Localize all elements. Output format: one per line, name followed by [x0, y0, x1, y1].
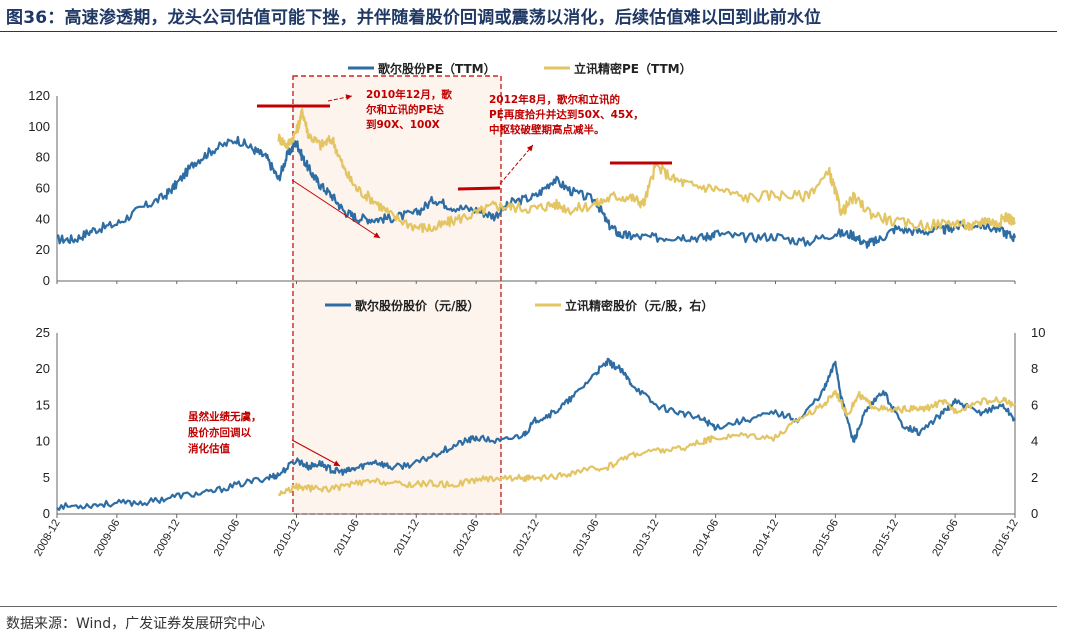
anno3-line3: 消化估值 [188, 442, 230, 455]
series-goer-pe-line [56, 135, 1017, 249]
arrow-pe-decline [291, 179, 381, 239]
x-ticks: 2008-12 2009-06 2009-12 2010-06 2010-12 2011-… [32, 281, 1021, 558]
bottom-left-y-tick-label: 5 [43, 470, 50, 485]
series-layer [56, 108, 1017, 511]
arrow-to-anno1 [327, 94, 353, 102]
x-tick-label: 2016-12 [990, 518, 1021, 559]
x-tick-label: 2012-06 [451, 518, 482, 559]
x-tick-label: 2016-06 [930, 518, 961, 559]
peak-marker-2012 [457, 186, 501, 191]
top-legend: 歌尔股份PE（TTM） 立讯精密PE（TTM） [348, 61, 692, 76]
annotation-2010: 2010年12月，歌 尔和立讯的PE达 到90X、100X [365, 88, 452, 131]
source-rule [0, 606, 1057, 607]
arrow-price-pullback [291, 439, 341, 467]
anno3-line2: 股价亦回调以 [188, 426, 251, 439]
legend-goer-pe: 歌尔股份PE（TTM） [378, 61, 496, 76]
x-tick-label: 2009-12 [152, 518, 183, 559]
bottom-y-ticks: 0 5 10 15 20 25 0 2 4 6 8 10 [36, 325, 1046, 521]
bottom-legend: 歌尔股份股价（元/股） 立讯精密股价（元/股，右） [325, 298, 713, 313]
bottom-right-y-tick-label: 8 [1031, 361, 1038, 376]
source-note: 数据来源：Wind，广发证券发展研究中心 [6, 616, 266, 632]
bottom-right-y-tick-label: 10 [1031, 325, 1045, 340]
anno2-line1: 2012年8月，歌尔和立讯的 [489, 93, 620, 106]
top-y-tick-label: 20 [36, 242, 50, 257]
x-tick-label: 2011-06 [332, 518, 362, 558]
top-y-tick-label: 0 [43, 273, 50, 288]
x-tick-label: 2014-12 [751, 518, 782, 559]
anno1-line3: 到90X、100X [366, 118, 440, 131]
x-tick-label: 2015-06 [810, 518, 841, 559]
top-y-tick-label: 120 [28, 88, 50, 103]
x-tick-label: 2013-06 [571, 518, 602, 559]
bottom-right-y-tick-label: 0 [1031, 506, 1038, 521]
page-title: 图36：高速渗透期，龙头公司估值可能下挫，并伴随着股价回调或震荡以消化，后续估值… [6, 8, 822, 28]
top-y-tick-label: 60 [36, 181, 50, 196]
x-tick-label: 2014-06 [691, 518, 722, 559]
legend-goer-price: 歌尔股份股价（元/股） [355, 298, 479, 313]
top-y-tick-label: 40 [36, 211, 50, 226]
annotation-2012: 2012年8月，歌尔和立讯的 PE再度拾升并达到50X、45X， 中枢较破壁期高… [489, 93, 644, 136]
anno2-line2: PE再度拾升并达到50X、45X， [489, 108, 644, 121]
bottom-right-y-tick-label: 2 [1031, 470, 1038, 485]
x-tick-label: 2009-06 [92, 518, 123, 559]
anno2-line3: 中枢较破壁期高点减半。 [489, 123, 605, 136]
x-tick-label: 2010-06 [212, 518, 243, 559]
bottom-left-y-tick-label: 20 [36, 361, 50, 376]
chart-area: 0 20 40 60 80 100 120 0 5 10 15 20 25 0 2 4 6 8 10 2008-1… [28, 61, 1046, 558]
series-luxshare-pe-line [277, 108, 1016, 234]
title-rule [0, 31, 1057, 32]
top-y-ticks: 0 20 40 60 80 100 120 [28, 88, 50, 288]
bottom-left-y-tick-label: 15 [36, 397, 50, 412]
top-y-tick-label: 80 [36, 150, 50, 165]
bottom-left-y-tick-label: 0 [43, 506, 50, 521]
top-y-tick-label: 100 [28, 119, 50, 134]
series-luxshare-price-line [277, 389, 1016, 497]
annotation-price: 虽然业绩无虞， 股价亦回调以 消化估值 [188, 410, 262, 455]
x-tick-label: 2012-12 [511, 518, 542, 559]
x-tick-label: 2010-12 [272, 518, 303, 559]
x-tick-label: 2008-12 [32, 518, 63, 559]
anno1-line2: 尔和立讯的PE达 [365, 103, 444, 116]
x-tick-label: 2013-12 [631, 518, 662, 559]
x-tick-label: 2015-12 [870, 518, 901, 559]
bottom-right-y-tick-label: 4 [1031, 434, 1038, 449]
legend-luxshare-price: 立讯精密股价（元/股，右） [565, 298, 713, 313]
x-tick-label: 2011-12 [392, 518, 422, 558]
legend-luxshare-pe: 立讯精密PE（TTM） [574, 61, 692, 76]
bottom-right-y-tick-label: 6 [1031, 397, 1038, 412]
series-goer-price-line [56, 357, 1016, 511]
anno3-line1: 虽然业绩无虞， [188, 410, 262, 423]
bottom-left-y-tick-label: 25 [36, 325, 50, 340]
arrow-to-anno2 [499, 144, 534, 185]
bottom-left-y-tick-label: 10 [36, 434, 50, 449]
anno1-line1: 2010年12月，歌 [366, 88, 452, 101]
